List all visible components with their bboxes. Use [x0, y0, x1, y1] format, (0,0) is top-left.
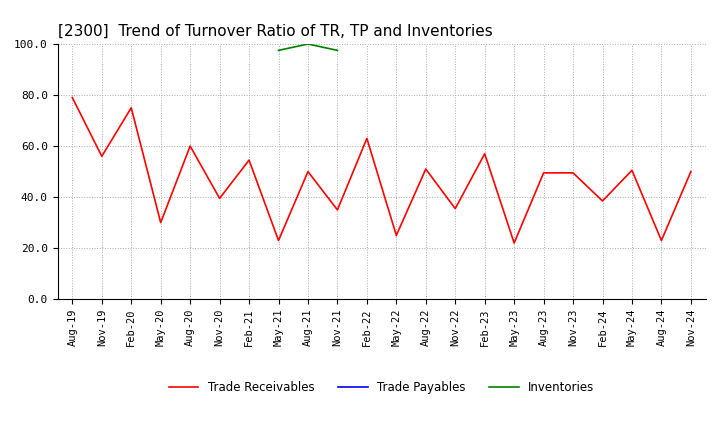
Trade Receivables: [657, 238, 666, 243]
Trade Receivables: [569, 170, 577, 176]
Trade Receivables: [598, 198, 607, 204]
Trade Receivables: [186, 143, 194, 149]
Trade Receivables: [215, 196, 224, 201]
Line: Trade Receivables: Trade Receivables: [72, 98, 691, 243]
Trade Receivables: [421, 166, 430, 172]
Inventories: [274, 48, 283, 53]
Trade Receivables: [363, 136, 372, 141]
Legend: Trade Receivables, Trade Payables, Inventories: Trade Receivables, Trade Payables, Inven…: [164, 377, 599, 399]
Trade Receivables: [333, 207, 342, 213]
Inventories: [451, 48, 459, 53]
Trade Receivables: [68, 95, 76, 100]
Trade Receivables: [245, 158, 253, 163]
Trade Receivables: [156, 220, 165, 225]
Trade Receivables: [392, 233, 400, 238]
Line: Inventories: Inventories: [279, 44, 455, 50]
Trade Receivables: [97, 154, 106, 159]
Trade Receivables: [510, 240, 518, 246]
Inventories: [333, 48, 342, 53]
Trade Receivables: [687, 169, 696, 174]
Trade Receivables: [127, 105, 135, 110]
Trade Receivables: [628, 168, 636, 173]
Trade Receivables: [274, 238, 283, 243]
Text: [2300]  Trend of Turnover Ratio of TR, TP and Inventories: [2300] Trend of Turnover Ratio of TR, TP…: [58, 24, 492, 39]
Trade Receivables: [539, 170, 548, 176]
Trade Receivables: [304, 169, 312, 174]
Trade Receivables: [480, 151, 489, 156]
Inventories: [304, 41, 312, 47]
Trade Receivables: [451, 206, 459, 211]
